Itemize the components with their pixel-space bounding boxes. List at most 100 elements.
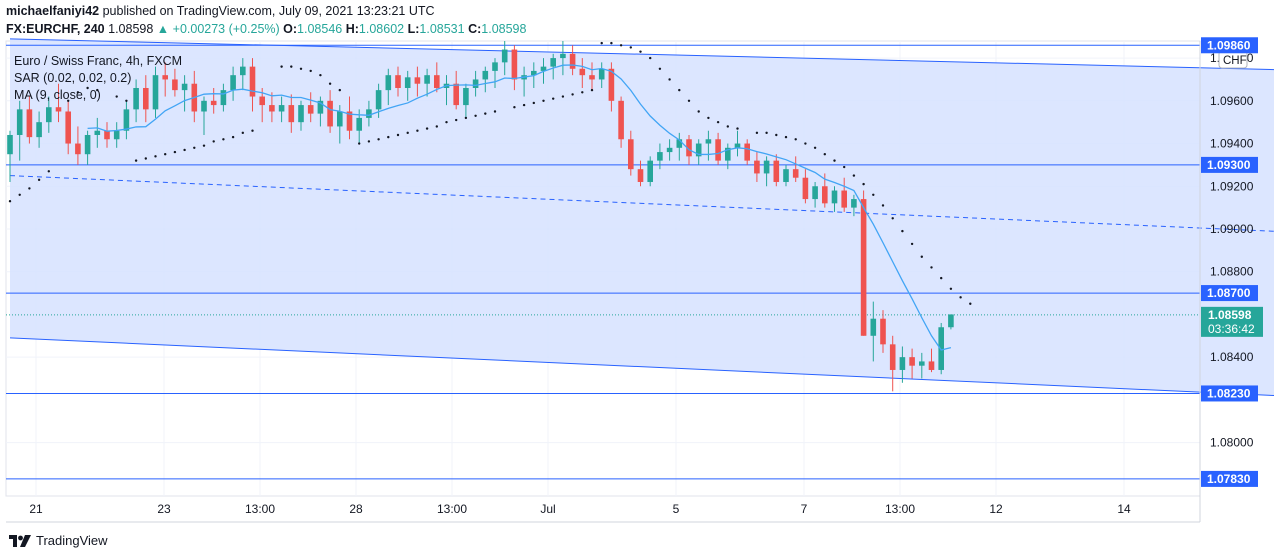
candle[interactable]: [84, 130, 91, 165]
candle[interactable]: [94, 117, 101, 148]
candle[interactable]: [608, 62, 615, 112]
candle[interactable]: [501, 41, 508, 76]
channel-middle-line[interactable]: [9, 175, 1274, 238]
candle[interactable]: [181, 75, 188, 112]
candle[interactable]: [763, 156, 770, 187]
candle[interactable]: [172, 68, 178, 97]
footer-brand[interactable]: TradingView: [8, 533, 108, 548]
candle[interactable]: [7, 130, 13, 182]
candle[interactable]: [666, 139, 673, 161]
candle[interactable]: [307, 92, 314, 123]
candle[interactable]: [482, 66, 489, 93]
candle[interactable]: [385, 68, 392, 106]
candle[interactable]: [278, 96, 285, 123]
candle[interactable]: [695, 139, 702, 165]
candle[interactable]: [812, 181, 818, 208]
candle[interactable]: [404, 70, 411, 101]
candle[interactable]: [569, 45, 576, 76]
candle[interactable]: [589, 62, 595, 91]
candle[interactable]: [269, 92, 275, 123]
candle[interactable]: [123, 100, 130, 140]
candle[interactable]: [288, 94, 295, 133]
candle[interactable]: [754, 152, 760, 182]
candle[interactable]: [792, 156, 799, 182]
candle[interactable]: [657, 143, 663, 170]
candle[interactable]: [928, 348, 935, 373]
candle[interactable]: [162, 62, 168, 97]
candle[interactable]: [899, 346, 906, 383]
channel-lower-line[interactable]: [9, 337, 1274, 402]
candle[interactable]: [463, 83, 469, 118]
candle[interactable]: [802, 169, 809, 204]
candle[interactable]: [317, 96, 324, 127]
candle[interactable]: [201, 96, 207, 135]
candle[interactable]: [715, 132, 721, 165]
candle[interactable]: [618, 96, 624, 148]
candle[interactable]: [298, 100, 304, 131]
candle[interactable]: [637, 160, 644, 187]
candle[interactable]: [560, 41, 566, 76]
candle[interactable]: [579, 58, 586, 88]
candle[interactable]: [240, 58, 246, 91]
candle[interactable]: [860, 190, 867, 336]
candle[interactable]: [366, 100, 372, 127]
candle[interactable]: [938, 322, 944, 375]
candle[interactable]: [492, 58, 498, 88]
candle[interactable]: [36, 111, 42, 148]
candle[interactable]: [395, 66, 401, 97]
candle[interactable]: [889, 335, 896, 392]
publisher-username[interactable]: michaelfaniyi42: [6, 4, 100, 18]
candle[interactable]: [249, 58, 256, 112]
candle[interactable]: [26, 96, 33, 144]
candle[interactable]: [65, 100, 71, 155]
candle[interactable]: [453, 70, 459, 110]
moving-average-line[interactable]: [87, 64, 952, 351]
candle[interactable]: [909, 348, 915, 379]
candle[interactable]: [919, 352, 925, 379]
candle[interactable]: [841, 177, 847, 212]
candle[interactable]: [259, 87, 265, 123]
candle[interactable]: [725, 143, 731, 170]
candle[interactable]: [948, 314, 954, 330]
candle[interactable]: [676, 132, 683, 161]
candle[interactable]: [75, 126, 81, 165]
currency-badge[interactable]: CHF: [1218, 50, 1248, 69]
candle[interactable]: [424, 68, 430, 97]
price-chart[interactable]: 1.08000 1.08400 1.08800 1.09000 1.09200 1.094…: [0, 0, 1274, 530]
candle[interactable]: [143, 75, 149, 123]
candle[interactable]: [511, 45, 518, 91]
legend-ma[interactable]: MA (9, close, 0): [14, 88, 101, 102]
candle[interactable]: [113, 122, 120, 148]
channel-upper-line[interactable]: [9, 38, 1274, 73]
candle[interactable]: [434, 62, 440, 93]
candle[interactable]: [870, 301, 877, 362]
sar-dot: [959, 296, 962, 299]
candle[interactable]: [152, 66, 159, 118]
candle[interactable]: [831, 186, 838, 212]
candle[interactable]: [104, 122, 110, 148]
candle[interactable]: [647, 156, 653, 187]
candle[interactable]: [851, 194, 857, 217]
candle[interactable]: [414, 66, 421, 97]
candle[interactable]: [705, 130, 712, 161]
candle[interactable]: [327, 90, 333, 133]
candle[interactable]: [773, 154, 780, 187]
candle[interactable]: [628, 130, 634, 176]
candle[interactable]: [880, 310, 886, 353]
candle[interactable]: [598, 62, 605, 88]
candle[interactable]: [55, 83, 62, 123]
candle[interactable]: [210, 87, 217, 114]
candle[interactable]: [550, 53, 556, 80]
sar-dot: [28, 187, 31, 190]
candle[interactable]: [220, 83, 227, 112]
candle[interactable]: [230, 66, 236, 101]
candle[interactable]: [46, 96, 52, 133]
candle[interactable]: [783, 164, 789, 187]
candle[interactable]: [734, 130, 741, 157]
candle[interactable]: [346, 96, 353, 140]
candle[interactable]: [16, 100, 23, 161]
candle[interactable]: [744, 139, 750, 165]
candle[interactable]: [472, 70, 479, 97]
candle[interactable]: [133, 79, 139, 123]
legend-sar[interactable]: SAR (0.02, 0.02, 0.2): [14, 71, 132, 85]
